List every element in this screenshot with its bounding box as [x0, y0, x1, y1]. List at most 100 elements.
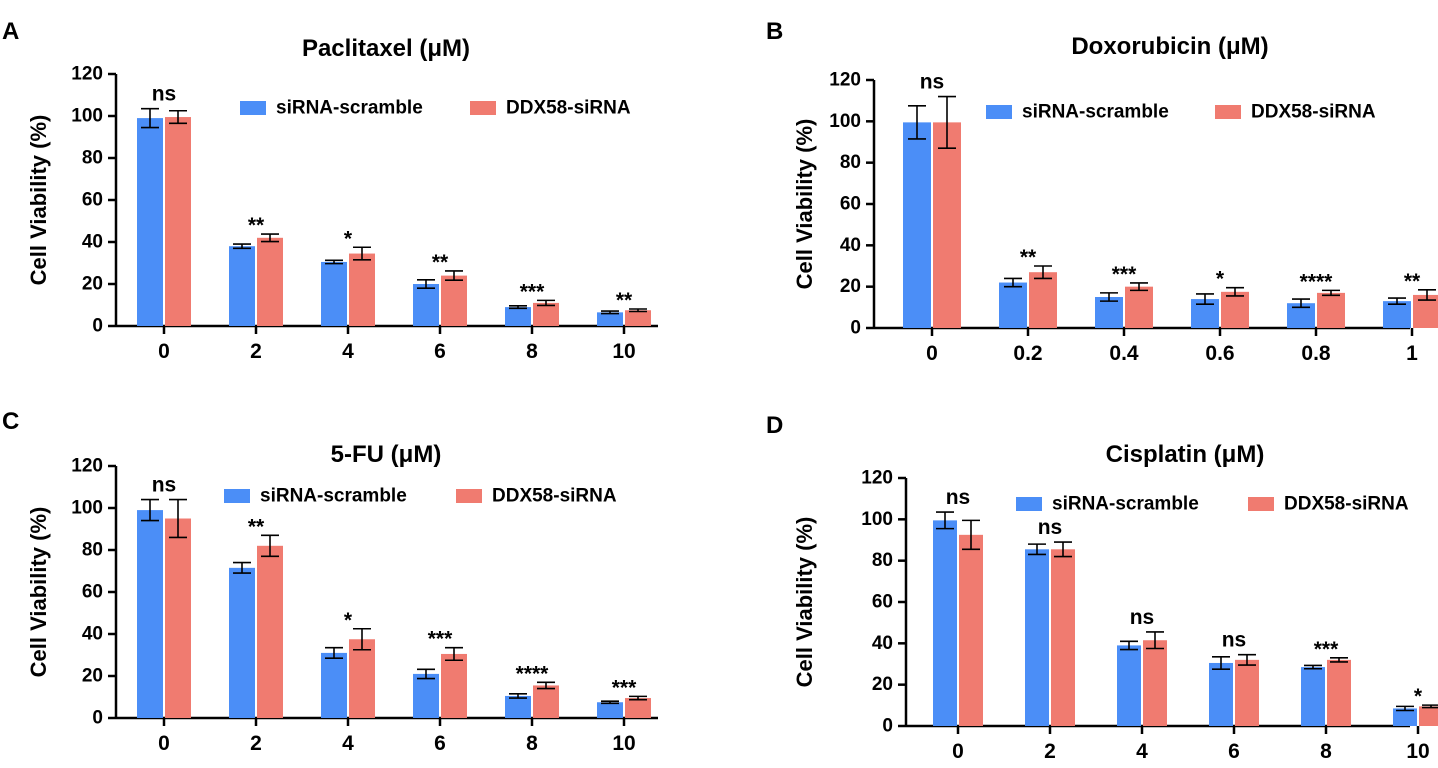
bar-ddx58-d — [1143, 640, 1167, 726]
y-tick-label-c: 100 — [71, 498, 103, 519]
bar-ddx58-a — [349, 253, 375, 326]
significance-label-b: *** — [1112, 263, 1137, 286]
y-tick-label-c: 80 — [82, 540, 103, 561]
x-tick-label-c: 8 — [526, 732, 538, 755]
significance-label-d: ns — [1130, 606, 1155, 629]
y-tick-label-b: 20 — [840, 276, 861, 297]
legend-label-ddx58-d: DDX58-siRNA — [1284, 494, 1409, 515]
x-tick-label-d: 2 — [1044, 740, 1056, 763]
chart-title-a: Paclitaxel (μM) — [302, 35, 470, 62]
legend-swatch-ddx58-a — [470, 101, 496, 115]
significance-label-c: ns — [152, 474, 177, 497]
bar-scramble-c — [597, 702, 623, 718]
bar-ddx58-a — [257, 237, 283, 326]
bar-ddx58-c — [257, 545, 283, 718]
bar-ddx58-d — [1327, 659, 1351, 726]
legend-label-ddx58-a: DDX58-siRNA — [506, 98, 631, 119]
y-tick-label-b: 120 — [829, 70, 861, 91]
bar-ddx58-a — [441, 275, 467, 326]
y-tick-label-d: 40 — [872, 633, 893, 654]
y-tick-label-d: 20 — [872, 674, 893, 695]
significance-label-b: * — [1216, 268, 1225, 291]
x-tick-label-d: 10 — [1406, 740, 1429, 763]
significance-label-a: *** — [520, 280, 545, 303]
x-tick-label-a: 4 — [342, 340, 354, 363]
bar-scramble-b — [1383, 301, 1411, 328]
x-tick-label-c: 2 — [250, 732, 262, 755]
y-tick-label-b: 100 — [829, 111, 861, 132]
bar-ddx58-d — [959, 534, 983, 726]
significance-label-d: ns — [946, 486, 971, 509]
bar-scramble-d — [1301, 667, 1325, 726]
significance-label-c: **** — [516, 662, 550, 685]
bar-scramble-a — [229, 246, 255, 326]
legend-label-scramble-b: siRNA-scramble — [1022, 102, 1169, 123]
x-tick-label-a: 10 — [612, 340, 635, 363]
y-tick-label-d: 100 — [861, 509, 893, 530]
chart-title-d: Cisplatin (μM) — [1106, 441, 1265, 468]
bar-ddx58-a — [165, 117, 191, 326]
bar-scramble-d — [1393, 708, 1417, 726]
x-tick-label-b: 0.4 — [1109, 342, 1139, 365]
legend-swatch-ddx58-b — [1215, 105, 1241, 119]
legend-label-ddx58-c: DDX58-siRNA — [492, 486, 617, 507]
bar-ddx58-a — [533, 302, 559, 326]
panel-letter-a: A — [2, 18, 19, 45]
bar-ddx58-c — [441, 653, 467, 718]
x-tick-label-d: 6 — [1228, 740, 1240, 763]
y-tick-label-d: 0 — [882, 716, 893, 737]
legend-swatch-scramble-a — [240, 101, 266, 115]
bar-scramble-b — [999, 282, 1027, 328]
bar-scramble-b — [903, 122, 931, 328]
panel-letter-c: C — [2, 408, 19, 435]
significance-label-d: ns — [1038, 516, 1063, 539]
x-tick-label-b: 0.2 — [1013, 342, 1042, 365]
bar-scramble-b — [1095, 297, 1123, 328]
y-tick-label-d: 80 — [872, 550, 893, 571]
bar-ddx58-c — [349, 639, 375, 718]
legend-label-scramble-c: siRNA-scramble — [260, 486, 407, 507]
y-tick-label-a: 120 — [71, 64, 103, 85]
significance-label-c: * — [344, 609, 353, 632]
y-tick-label-c: 0 — [92, 708, 103, 729]
x-tick-label-c: 6 — [434, 732, 446, 755]
bar-ddx58-b — [1029, 272, 1057, 328]
bar-scramble-c — [321, 652, 347, 718]
y-tick-label-d: 60 — [872, 592, 893, 613]
x-tick-label-c: 4 — [342, 732, 354, 755]
bar-ddx58-a — [625, 310, 651, 326]
bar-ddx58-c — [533, 685, 559, 718]
y-tick-label-b: 40 — [840, 235, 861, 256]
significance-label-c: ** — [248, 515, 265, 538]
x-tick-label-d: 4 — [1136, 740, 1148, 763]
legend-swatch-scramble-b — [986, 105, 1012, 119]
legend-swatch-ddx58-c — [456, 489, 482, 503]
bar-scramble-d — [1117, 645, 1141, 726]
significance-label-a: * — [344, 227, 353, 250]
x-tick-label-a: 8 — [526, 340, 538, 363]
significance-label-a: ** — [616, 289, 633, 312]
x-tick-label-b: 1 — [1406, 342, 1418, 365]
bar-ddx58-b — [933, 122, 961, 328]
x-tick-label-b: 0 — [926, 342, 938, 365]
bar-scramble-a — [413, 284, 439, 326]
bar-ddx58-d — [1051, 549, 1075, 726]
x-tick-label-a: 2 — [250, 340, 262, 363]
x-tick-label-b: 0.6 — [1205, 342, 1234, 365]
bar-ddx58-d — [1235, 659, 1259, 726]
bar-ddx58-d — [1419, 706, 1438, 726]
chart-title-b: Doxorubicin (μM) — [1071, 33, 1268, 60]
x-tick-label-a: 0 — [158, 340, 170, 363]
y-axis-label-d: Cell Viability (%) — [792, 517, 817, 688]
legend-label-scramble-a: siRNA-scramble — [276, 98, 423, 119]
significance-label-c: *** — [612, 676, 637, 699]
y-axis-label-b: Cell Viability (%) — [792, 119, 817, 290]
panel-letter-b: B — [766, 18, 783, 45]
x-tick-label-a: 6 — [434, 340, 446, 363]
significance-label-a: ns — [152, 83, 177, 106]
bar-ddx58-b — [1125, 286, 1153, 328]
bar-scramble-c — [413, 673, 439, 718]
bar-scramble-d — [933, 520, 957, 726]
legend-label-scramble-d: siRNA-scramble — [1052, 494, 1199, 515]
